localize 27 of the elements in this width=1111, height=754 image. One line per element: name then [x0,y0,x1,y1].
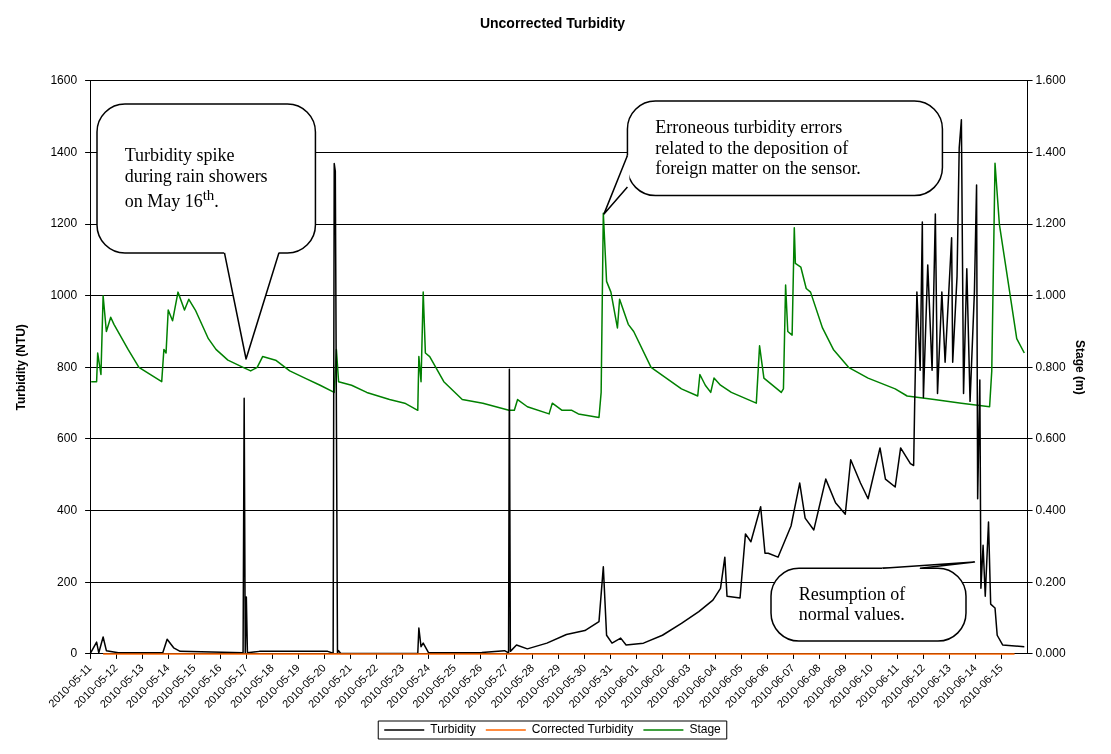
y-tick-label: 1600 [50,73,78,88]
y2-tick-label: 1.600 [1035,73,1066,88]
y2-tick-label: 1.200 [1035,216,1066,231]
legend-label: Turbidity [430,722,476,737]
legend-label: Stage [689,722,722,737]
y2-tick-label: 1.000 [1035,288,1066,303]
y2-axis-title: Stage (m) [1073,340,1088,395]
y2-tick-label: 0.400 [1035,502,1066,517]
y2-tick-label: 1.400 [1035,144,1066,159]
y2-tick-label: 0.800 [1035,359,1066,374]
y-tick-label: 0 [70,646,78,661]
legend-label: Corrected Turbidity [531,722,634,737]
y-tick-label: 800 [57,359,78,374]
y2-tick-label: 0.600 [1035,431,1066,446]
y2-tick-label: 0.200 [1035,574,1066,589]
annotation: Turbidity spike during rain showers on May 16$^{th}$. [124,145,269,212]
y-tick-label: 1400 [50,144,78,159]
annotation: Erroneous turbidity errors related to the deposition of foreign matter on the sensor. [655,117,862,180]
y-tick-label: 400 [57,502,78,517]
y-tick-label: 1200 [50,216,78,231]
y2-tick-label: 0.000 [1035,646,1066,661]
y-tick-label: 600 [57,431,78,446]
y-axis-title: Turbidity (NTU) [13,324,28,411]
y-tick-label: 200 [57,574,78,589]
annotation: Resumption of normal values. [798,583,907,625]
y-tick-label: 1000 [50,288,78,303]
chart-title: Uncorrected Turbidity [479,15,626,32]
